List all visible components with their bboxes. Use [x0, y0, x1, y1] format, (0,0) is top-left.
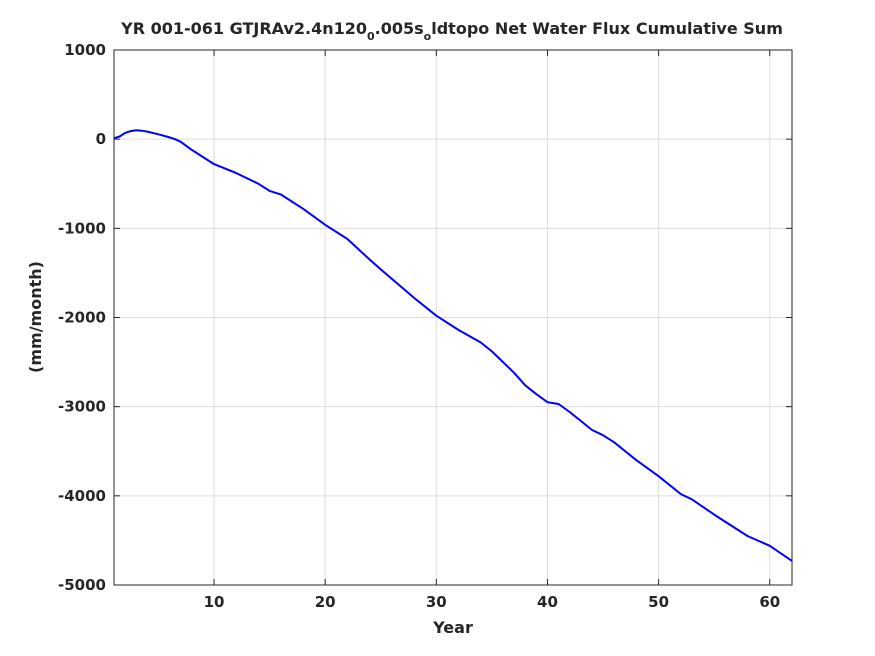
y-tick-label: -4000: [58, 487, 106, 505]
x-tick-label: 30: [426, 593, 447, 611]
y-axis-label: (mm/month): [26, 261, 45, 373]
series-group: [113, 129, 793, 562]
y-tick-label: -2000: [58, 309, 106, 327]
x-tick-label: 50: [648, 593, 669, 611]
y-tick-label: -5000: [58, 576, 106, 594]
x-tick-label: 10: [204, 593, 225, 611]
y-tick-label: -1000: [58, 219, 106, 237]
x-tick-label: 60: [759, 593, 780, 611]
y-tick-label: 1000: [64, 41, 106, 59]
series-line: [113, 129, 793, 562]
x-tick-label: 20: [315, 593, 336, 611]
y-tick-label: -3000: [58, 398, 106, 416]
y-tick-label: 0: [96, 130, 106, 148]
grid: [114, 49, 792, 586]
ticks: 10 20 30 40 50 60 1000 0 -1000 -2000 -3000 -4000 -50…: [58, 41, 792, 611]
x-tick-label: 40: [537, 593, 558, 611]
x-axis-label: Year: [432, 618, 473, 637]
chart-title: YR 001-061 GTJRAv2.4n1200.005soldtopo Ne…: [120, 19, 783, 43]
